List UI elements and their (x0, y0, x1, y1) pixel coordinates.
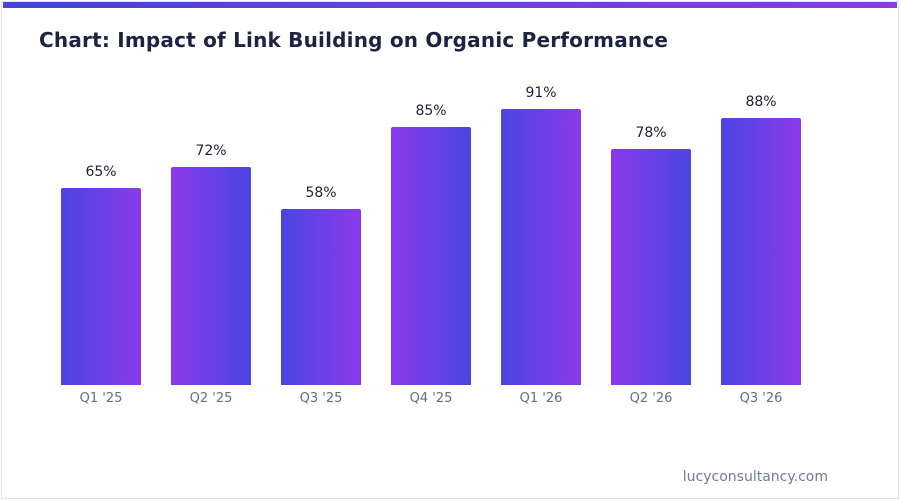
bar-column: 78% (611, 125, 691, 385)
bar-column: 85% (391, 103, 471, 385)
bar-column: 72% (171, 143, 251, 385)
x-axis-tick-label: Q3 '25 (299, 391, 343, 406)
x-axis-tick-label: Q2 '26 (629, 391, 673, 406)
bar-value-label: 91% (525, 85, 557, 102)
x-axis-tick-label: Q1 '25 (79, 391, 123, 406)
bar-value-label: 65% (85, 164, 117, 180)
bar (611, 148, 691, 385)
bar (61, 188, 141, 385)
x-axis-tick-label: Q4 '25 (409, 391, 453, 406)
bar (721, 118, 801, 385)
bar-value-label: 58% (305, 185, 337, 202)
watermark-url: lucyconsultancy.com (682, 469, 828, 485)
bar (501, 109, 581, 385)
bar-value-label: 85% (415, 103, 447, 120)
bar-column: 88% (721, 94, 801, 385)
bar (281, 209, 361, 385)
bar-chart-plot: 65% 72% 58% 85% 91% 78% 88% (61, 82, 801, 385)
bar (391, 127, 471, 385)
bar (171, 166, 251, 385)
x-axis-tick-label: Q3 '26 (739, 391, 783, 406)
top-accent-bar (3, 2, 897, 8)
bar-column: 58% (281, 185, 361, 385)
bar-column: 65% (61, 164, 141, 385)
bar-value-label: 72% (195, 142, 227, 159)
bar-value-label: 88% (745, 94, 777, 111)
x-axis-tick-label: Q2 '25 (189, 391, 233, 406)
bar-value-label: 78% (635, 124, 667, 141)
x-axis: Q1 '25 Q2 '25 Q3 '25 Q4 '25 Q1 '26 Q2 '26 Q3 '… (61, 391, 801, 406)
x-axis-tick-label: Q1 '26 (519, 391, 563, 406)
bar-column: 91% (501, 85, 581, 385)
chart-title: Chart: Impact of Link Building on Organi… (39, 28, 669, 52)
